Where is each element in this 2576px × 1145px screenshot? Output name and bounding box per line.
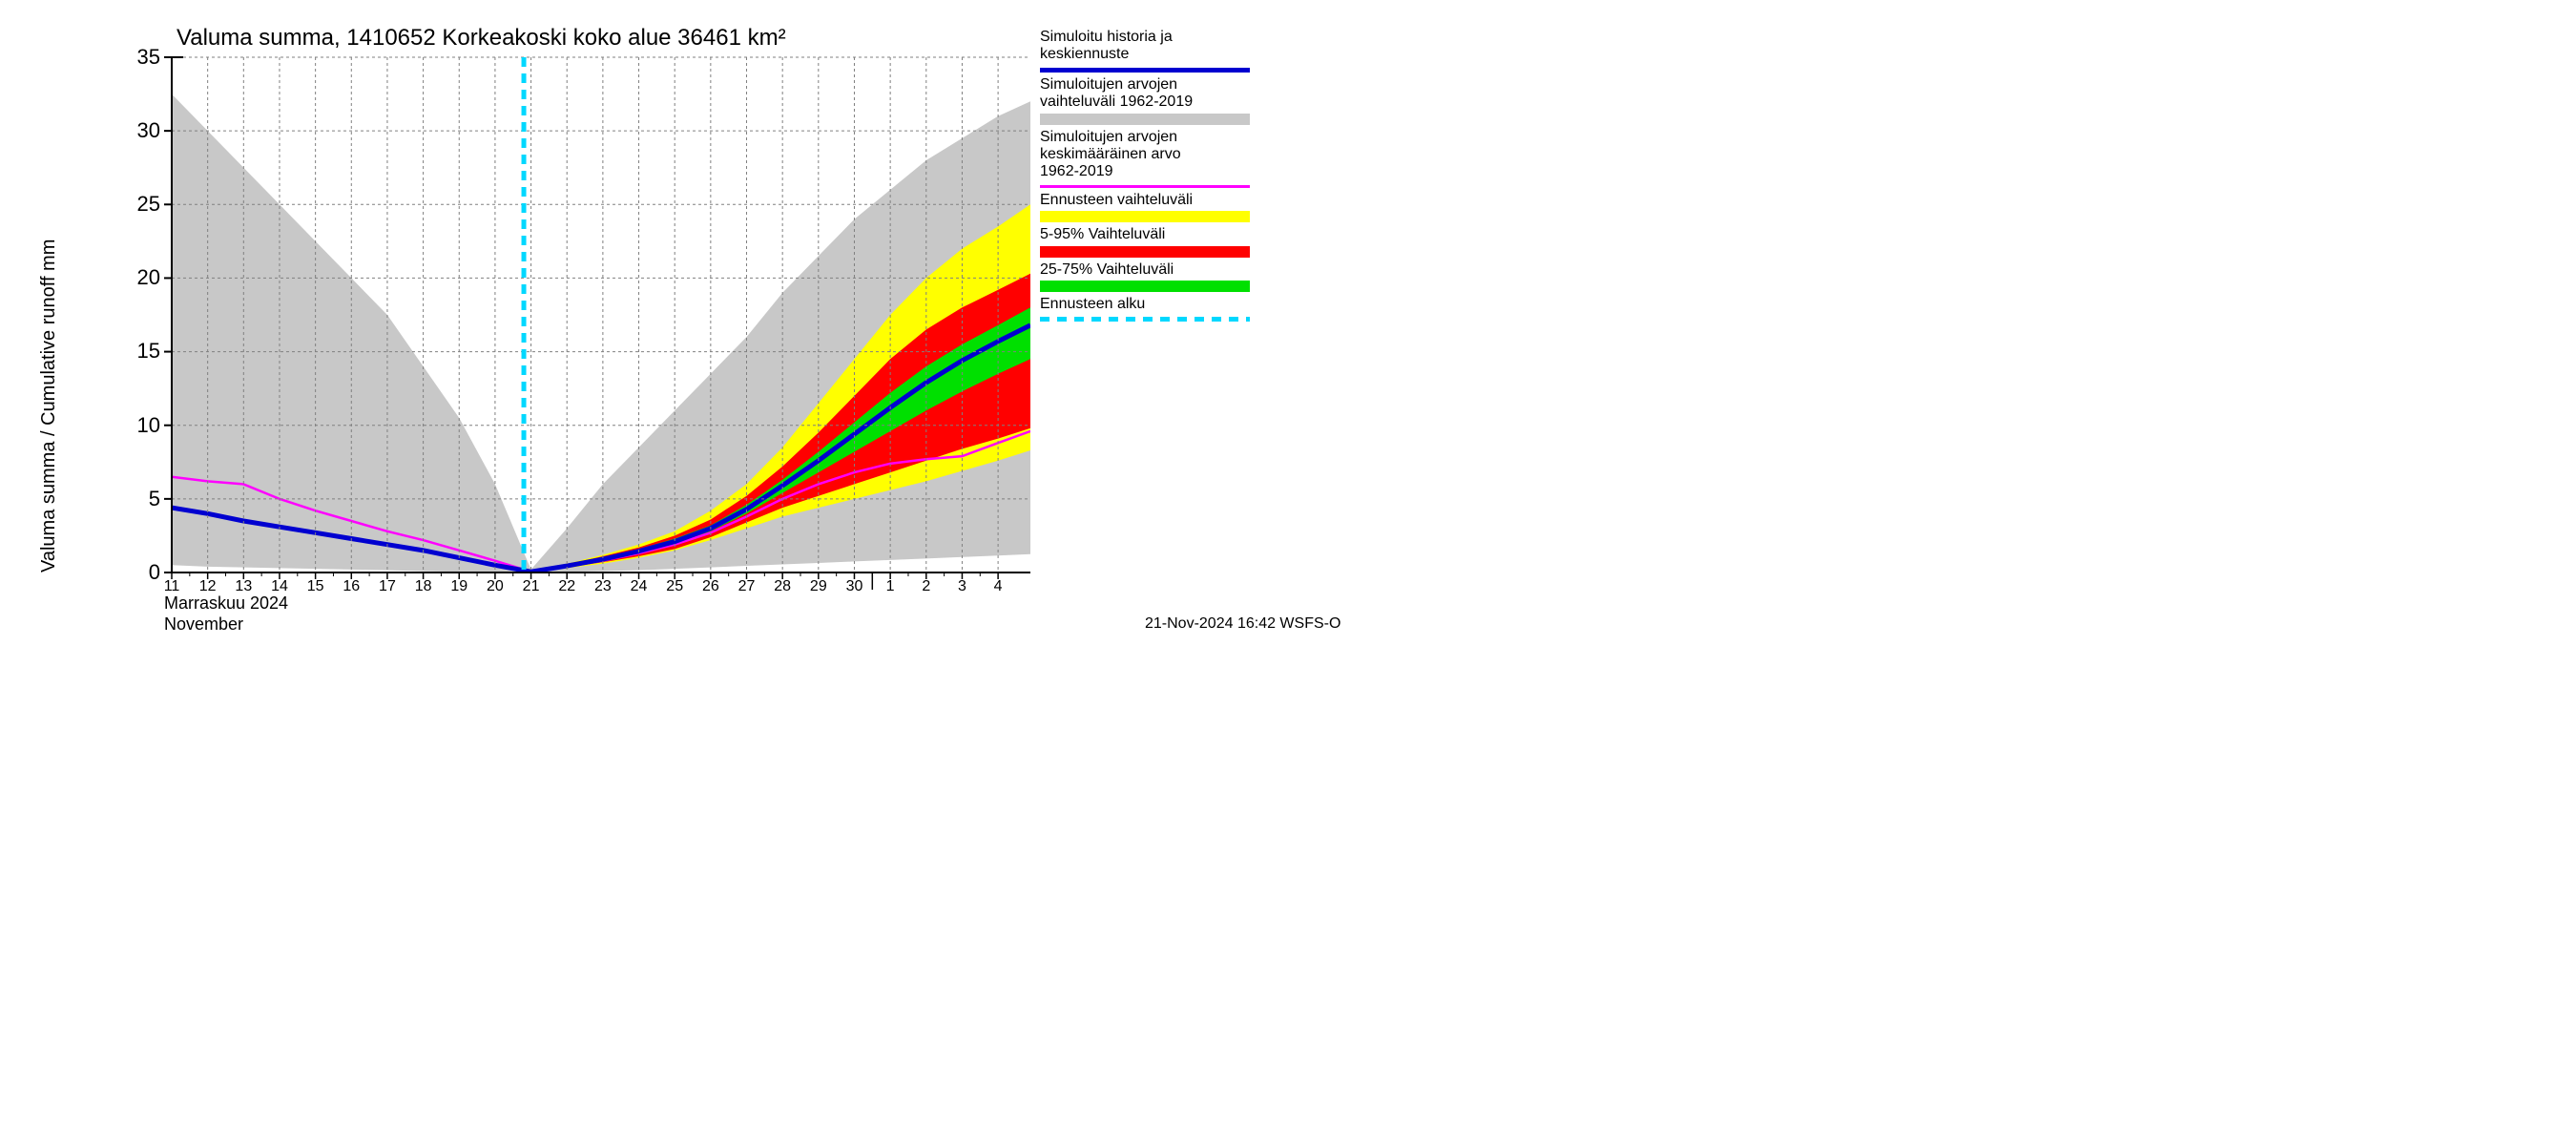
- x-tick-label: 23: [594, 578, 612, 595]
- legend-swatch: [1040, 185, 1250, 188]
- legend-swatch: [1040, 114, 1250, 125]
- x-tick-label: 20: [487, 578, 504, 595]
- x-tick-label: 29: [810, 578, 827, 595]
- x-tick-label: 18: [415, 578, 432, 595]
- x-tick-label: 1: [886, 578, 895, 595]
- legend-swatch: [1040, 281, 1250, 292]
- legend-swatch: [1040, 211, 1250, 222]
- x-tick-label: 16: [343, 578, 360, 595]
- x-tick-label: 2: [922, 578, 930, 595]
- legend-entry: Simuloitu historia ja keskiennuste: [1040, 29, 1250, 73]
- legend-entry: Ennusteen alku: [1040, 296, 1250, 322]
- y-tick-label: 5: [113, 487, 160, 511]
- x-tick-label: 28: [774, 578, 791, 595]
- chart-container: Valuma summa, 1410652 Korkeakoski koko a…: [0, 0, 1431, 636]
- legend-label: Ennusteen alku: [1040, 296, 1250, 313]
- y-tick-label: 25: [113, 192, 160, 217]
- legend-label: Ennusteen vaihteluväli: [1040, 192, 1250, 209]
- x-tick-label: 3: [958, 578, 966, 595]
- legend-entry: Simuloitujen arvojen vaihteluväli 1962-2…: [1040, 76, 1250, 125]
- legend-swatch: [1040, 246, 1250, 258]
- legend-swatch: [1040, 317, 1250, 322]
- legend-entry: Simuloitujen arvojen keskimääräinen arvo…: [1040, 129, 1250, 188]
- y-tick-label: 20: [113, 265, 160, 290]
- legend-swatch: [1040, 68, 1250, 73]
- footer-timestamp: 21-Nov-2024 16:42 WSFS-O: [1145, 615, 1340, 633]
- legend-label: Simuloitujen arvojen vaihteluväli 1962-2…: [1040, 76, 1250, 112]
- legend: Simuloitu historia ja keskiennuste Simulo…: [1040, 29, 1250, 325]
- x-tick-label: 24: [631, 578, 648, 595]
- x-tick-label: 21: [523, 578, 540, 595]
- legend-label: Simuloitu historia ja keskiennuste: [1040, 29, 1250, 64]
- y-tick-label: 0: [113, 560, 160, 585]
- x-tick-label: 22: [558, 578, 575, 595]
- y-tick-label: 30: [113, 118, 160, 143]
- x-tick-label: 17: [379, 578, 396, 595]
- legend-label: Simuloitujen arvojen keskimääräinen arvo…: [1040, 129, 1250, 181]
- x-month-label: Marraskuu 2024 November: [164, 593, 288, 635]
- legend-entry: 5-95% Vaihteluväli: [1040, 226, 1250, 257]
- y-tick-label: 15: [113, 339, 160, 364]
- legend-label: 5-95% Vaihteluväli: [1040, 226, 1250, 243]
- y-tick-label: 10: [113, 413, 160, 438]
- x-tick-label: 15: [307, 578, 324, 595]
- x-tick-label: 19: [450, 578, 467, 595]
- x-tick-label: 30: [846, 578, 863, 595]
- x-tick-label: 4: [994, 578, 1003, 595]
- legend-entry: 25-75% Vaihteluväli: [1040, 261, 1250, 292]
- x-tick-label: 26: [702, 578, 719, 595]
- y-tick-label: 35: [113, 45, 160, 70]
- x-tick-label: 25: [666, 578, 683, 595]
- legend-label: 25-75% Vaihteluväli: [1040, 261, 1250, 279]
- legend-entry: Ennusteen vaihteluväli: [1040, 192, 1250, 222]
- x-tick-label: 27: [738, 578, 756, 595]
